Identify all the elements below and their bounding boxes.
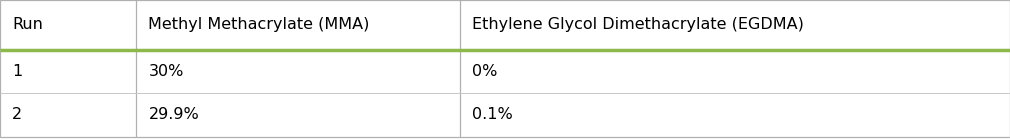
Text: 29.9%: 29.9% <box>148 107 199 122</box>
Text: 0%: 0% <box>472 64 497 79</box>
Text: 1: 1 <box>12 64 22 79</box>
Text: Ethylene Glycol Dimethacrylate (EGDMA): Ethylene Glycol Dimethacrylate (EGDMA) <box>472 17 804 32</box>
Text: Run: Run <box>12 17 43 32</box>
Text: 30%: 30% <box>148 64 184 79</box>
Text: Methyl Methacrylate (MMA): Methyl Methacrylate (MMA) <box>148 17 370 32</box>
Text: 2: 2 <box>12 107 22 122</box>
Text: 0.1%: 0.1% <box>472 107 512 122</box>
